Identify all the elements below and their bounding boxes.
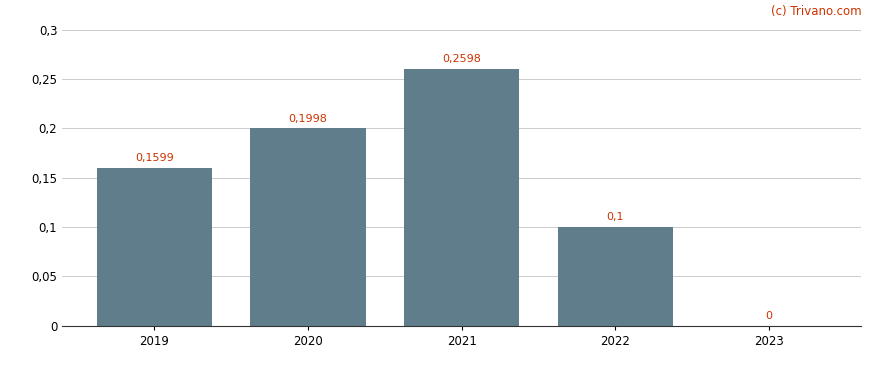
Text: (c) Trivano.com: (c) Trivano.com (771, 5, 861, 18)
Bar (404, 69, 519, 326)
Text: 0: 0 (765, 311, 773, 321)
Text: 0,1: 0,1 (607, 212, 624, 222)
Text: 0,1599: 0,1599 (135, 153, 174, 163)
Bar (97, 168, 212, 326)
Bar (250, 128, 366, 326)
Bar (558, 227, 673, 326)
Text: 0,2598: 0,2598 (442, 54, 481, 64)
Text: 0,1998: 0,1998 (289, 114, 328, 124)
